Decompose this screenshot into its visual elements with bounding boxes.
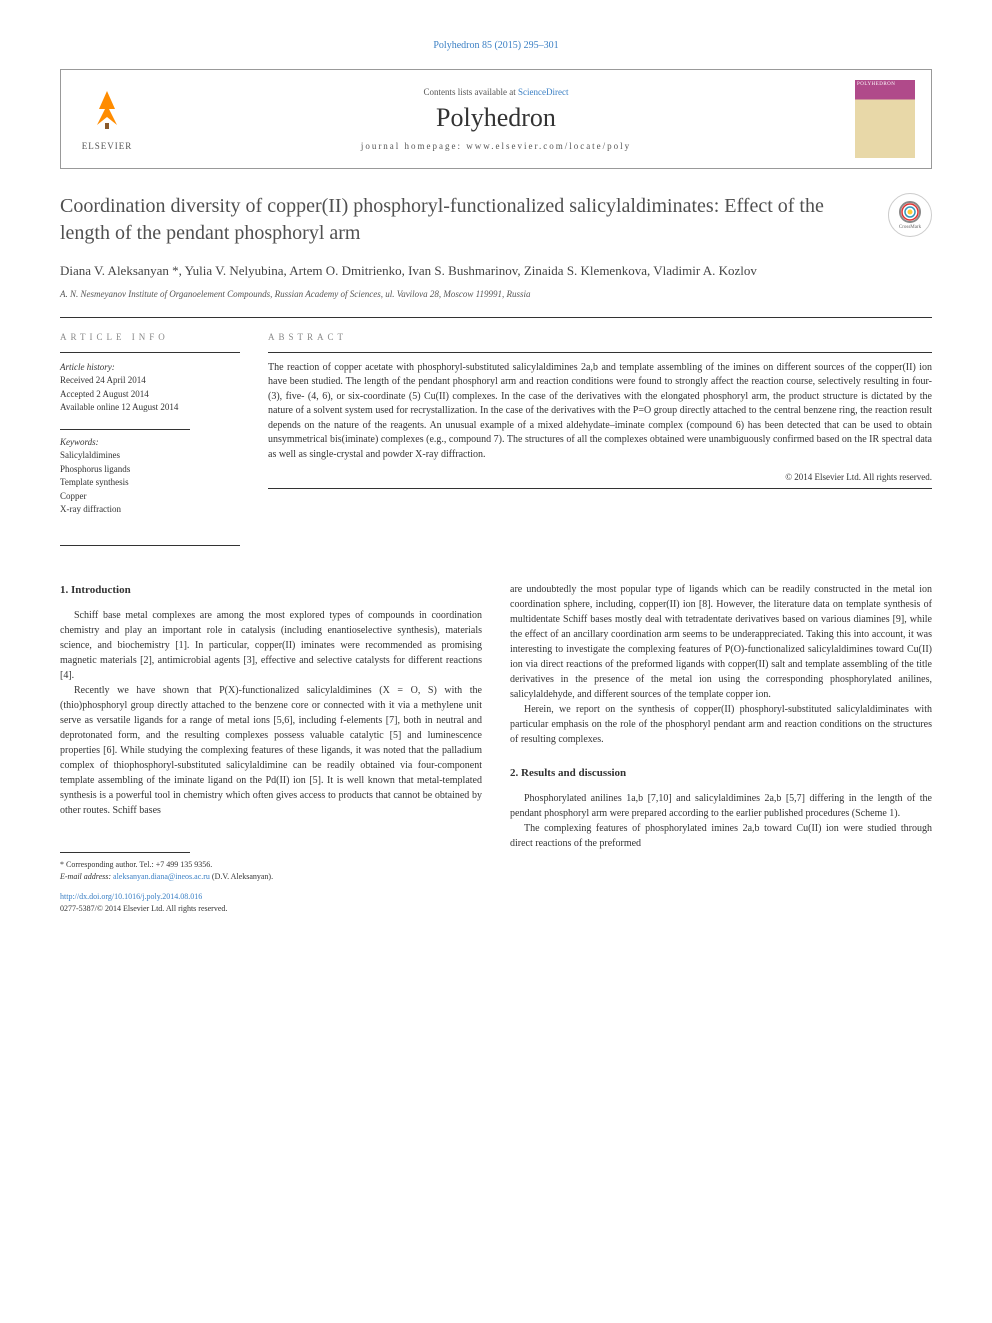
keywords-block: Keywords: Salicylaldimines Phosphorus li… xyxy=(60,436,240,517)
affiliation: A. N. Nesmeyanov Institute of Organoelem… xyxy=(60,289,932,299)
abstract-column: ABSTRACT The reaction of copper acetate … xyxy=(268,332,932,531)
abstract-divider xyxy=(268,352,932,353)
body-two-column: 1. Introduction Schiff base metal comple… xyxy=(60,582,932,916)
keyword: Template synthesis xyxy=(60,476,240,490)
journal-header-center: Contents lists available at ScienceDirec… xyxy=(137,87,855,151)
history-accepted: Accepted 2 August 2014 xyxy=(60,388,240,402)
homepage-url[interactable]: www.elsevier.com/locate/poly xyxy=(466,141,631,151)
article-header: Coordination diversity of copper(II) pho… xyxy=(60,193,932,247)
keywords-divider xyxy=(60,429,190,430)
crossmark-label: CrossMark xyxy=(899,225,921,230)
publisher-logo: ELSEVIER xyxy=(77,84,137,154)
info-divider xyxy=(60,352,240,353)
journal-name: Polyhedron xyxy=(137,103,855,133)
email-link[interactable]: aleksanyan.diana@ineos.ac.ru xyxy=(113,872,210,881)
journal-cover-thumbnail xyxy=(855,80,915,158)
article-info-column: ARTICLE INFO Article history: Received 2… xyxy=(60,332,240,531)
paragraph: Herein, we report on the synthesis of co… xyxy=(510,702,932,747)
crossmark-icon xyxy=(899,201,921,223)
article-info-head: ARTICLE INFO xyxy=(60,332,240,342)
divider-top xyxy=(60,317,932,318)
paragraph: Schiff base metal complexes are among th… xyxy=(60,608,482,683)
contents-prefix: Contents lists available at xyxy=(424,87,518,97)
author-list: Diana V. Aleksanyan *, Yulia V. Nelyubin… xyxy=(60,261,932,281)
homepage-prefix: journal homepage: xyxy=(361,141,466,151)
keyword: Salicylaldimines xyxy=(60,449,240,463)
article-title: Coordination diversity of copper(II) pho… xyxy=(60,193,876,247)
footnote-rule xyxy=(60,852,190,853)
corresponding-author-footer: * Corresponding author. Tel.: +7 499 135… xyxy=(60,846,482,915)
abstract-bottom-divider xyxy=(268,488,932,489)
journal-homepage-line: journal homepage: www.elsevier.com/locat… xyxy=(137,141,855,151)
abstract-head: ABSTRACT xyxy=(268,332,932,342)
history-online: Available online 12 August 2014 xyxy=(60,401,240,415)
section-2-heading: 2. Results and discussion xyxy=(510,765,932,782)
elsevier-tree-icon xyxy=(87,87,127,137)
keyword: Copper xyxy=(60,490,240,504)
keyword: Phosphorus ligands xyxy=(60,463,240,477)
keywords-label: Keywords: xyxy=(60,436,240,450)
info-abstract-row: ARTICLE INFO Article history: Received 2… xyxy=(60,332,932,531)
doi-link[interactable]: http://dx.doi.org/10.1016/j.poly.2014.08… xyxy=(60,892,202,901)
keyword: X-ray diffraction xyxy=(60,503,240,517)
article-history: Article history: Received 24 April 2014 … xyxy=(60,361,240,415)
abstract-text: The reaction of copper acetate with phos… xyxy=(268,361,932,463)
journal-header-box: ELSEVIER Contents lists available at Sci… xyxy=(60,69,932,169)
contents-available-line: Contents lists available at ScienceDirec… xyxy=(137,87,855,97)
sciencedirect-link[interactable]: ScienceDirect xyxy=(518,87,568,97)
issn-copyright: 0277-5387/© 2014 Elsevier Ltd. All right… xyxy=(60,903,482,915)
email-line: E-mail address: aleksanyan.diana@ineos.a… xyxy=(60,871,482,883)
info-bottom-divider xyxy=(60,545,240,546)
body-left-column: 1. Introduction Schiff base metal comple… xyxy=(60,582,482,916)
crossmark-badge[interactable]: CrossMark xyxy=(888,193,932,237)
email-author-name: (D.V. Aleksanyan). xyxy=(212,872,273,881)
publisher-name: ELSEVIER xyxy=(82,141,133,151)
paragraph: Phosphorylated anilines 1a,b [7,10] and … xyxy=(510,791,932,821)
email-label: E-mail address: xyxy=(60,872,111,881)
paragraph: are undoubtedly the most popular type of… xyxy=(510,582,932,702)
history-received: Received 24 April 2014 xyxy=(60,374,240,388)
paragraph: Recently we have shown that P(X)-functio… xyxy=(60,683,482,818)
body-right-column: are undoubtedly the most popular type of… xyxy=(510,582,932,916)
history-label: Article history: xyxy=(60,361,240,375)
page-header-reference: Polyhedron 85 (2015) 295–301 xyxy=(60,40,932,51)
copyright-line: © 2014 Elsevier Ltd. All rights reserved… xyxy=(268,472,932,482)
section-1-heading: 1. Introduction xyxy=(60,582,482,599)
corresponding-author: * Corresponding author. Tel.: +7 499 135… xyxy=(60,859,482,871)
paragraph: The complexing features of phosphorylate… xyxy=(510,821,932,851)
